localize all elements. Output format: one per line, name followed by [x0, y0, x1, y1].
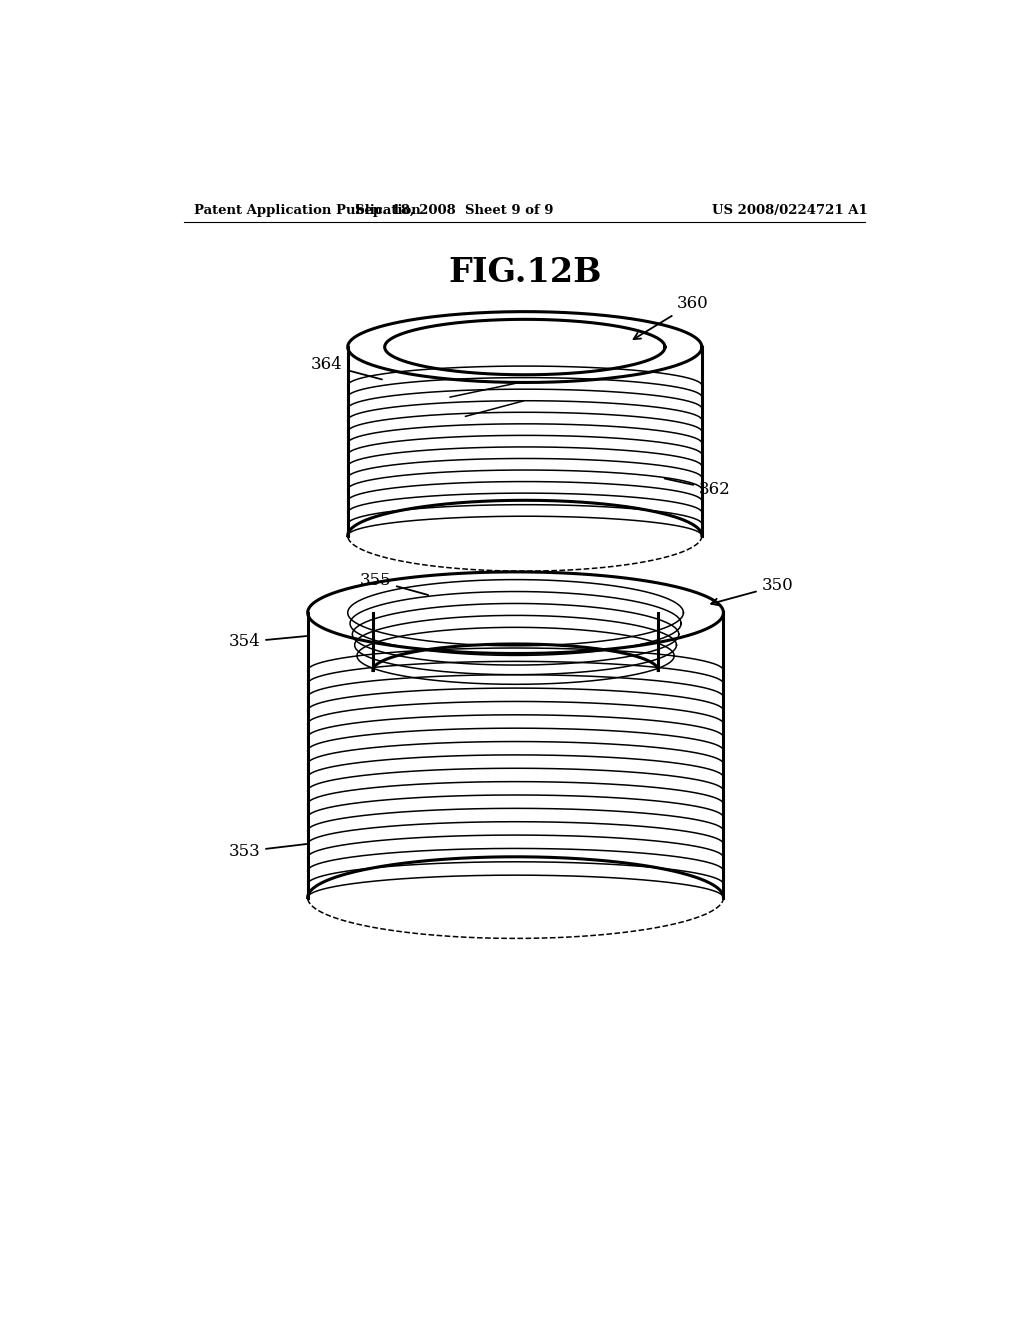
Text: 354: 354 [228, 634, 306, 651]
Text: 362: 362 [665, 479, 730, 498]
Text: 355: 355 [359, 572, 428, 595]
Text: Sep. 18, 2008  Sheet 9 of 9: Sep. 18, 2008 Sheet 9 of 9 [354, 205, 553, 218]
Text: 350: 350 [711, 577, 794, 605]
Text: Patent Application Publication: Patent Application Publication [194, 205, 421, 218]
Text: FIG.12B: FIG.12B [449, 256, 601, 289]
Text: 353: 353 [228, 843, 306, 859]
Text: 360: 360 [634, 294, 709, 339]
Text: 364: 364 [311, 356, 382, 379]
Text: US 2008/0224721 A1: US 2008/0224721 A1 [712, 205, 867, 218]
